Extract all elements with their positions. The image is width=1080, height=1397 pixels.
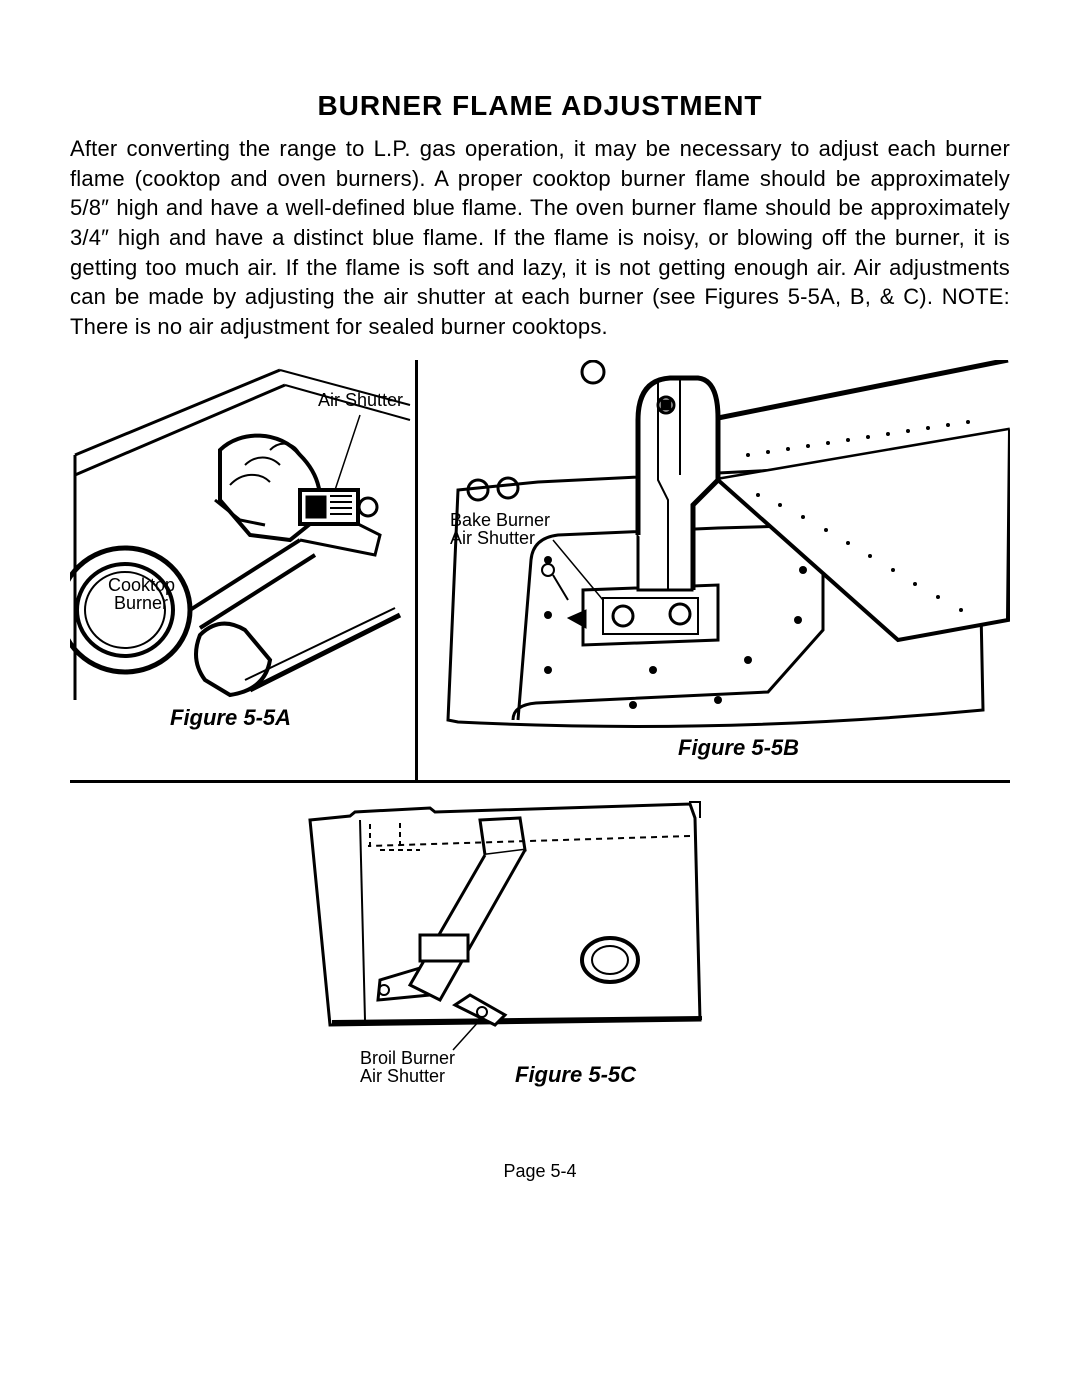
- body-paragraph: After converting the range to L.P. gas o…: [70, 134, 1010, 342]
- label-bake-burner-line2: Air Shutter: [450, 528, 535, 549]
- figure-5-5c-caption: Figure 5-5C: [515, 1062, 636, 1087]
- figure-5-5c: Broil Burner Air Shutter Figure 5-5C: [270, 790, 830, 1110]
- divider-horizontal: [70, 780, 1010, 783]
- page-number: Page 5-4: [0, 1161, 1080, 1182]
- figure-5-5b-drawing: [418, 360, 1010, 780]
- figure-5-5a-caption: Figure 5-5A: [170, 705, 291, 730]
- figure-5-5b-caption: Figure 5-5B: [678, 735, 799, 760]
- figure-5-5a: Air Shutter Cooktop Burner Figure 5-5A: [70, 360, 415, 780]
- page: BURNER FLAME ADJUSTMENT After converting…: [0, 0, 1080, 1397]
- label-broil-burner-line2: Air Shutter: [360, 1066, 445, 1087]
- label-cooktop-burner-line2: Burner: [114, 593, 168, 614]
- figures-container: Air Shutter Cooktop Burner Figure 5-5A: [70, 360, 1010, 1120]
- figure-5-5b: Bake Burner Air Shutter Figure 5-5B: [418, 360, 1010, 780]
- label-air-shutter: Air Shutter: [318, 390, 403, 411]
- page-title: BURNER FLAME ADJUSTMENT: [70, 90, 1010, 122]
